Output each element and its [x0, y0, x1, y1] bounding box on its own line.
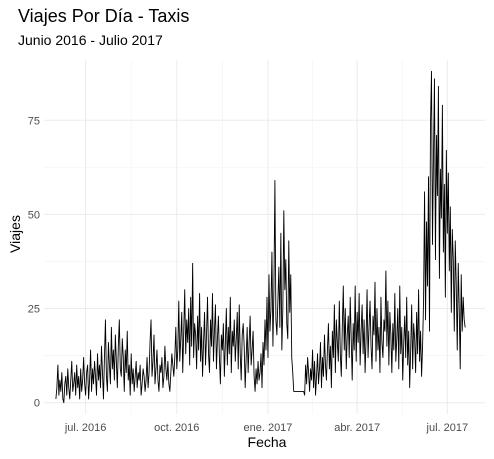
series-line-viajes: [55, 70, 466, 404]
y-tick-label: 75: [28, 115, 40, 127]
y-axis-title: Viajes: [7, 215, 23, 253]
x-axis-ticks: jul. 2016 oct. 2016 ene. 2017 abr. 2017 jul.…: [64, 422, 468, 434]
chart-subtitle: Junio 2016 - Julio 2017: [18, 32, 163, 48]
x-tick-label: jul. 2016: [64, 422, 107, 434]
y-tick-label: 50: [28, 209, 40, 221]
x-tick-label: abr. 2017: [334, 422, 380, 434]
x-tick-label: oct. 2016: [154, 422, 199, 434]
x-tick-label: jul. 2017: [426, 422, 469, 434]
x-tick-label: ene. 2017: [243, 422, 292, 434]
y-tick-label: 25: [28, 304, 40, 316]
y-axis-ticks: 0 25 50 75: [28, 115, 40, 409]
chart-title: Viajes Por Día - Taxis: [18, 6, 190, 26]
x-axis-title: Fecha: [248, 434, 287, 450]
y-tick-label: 0: [34, 398, 40, 410]
